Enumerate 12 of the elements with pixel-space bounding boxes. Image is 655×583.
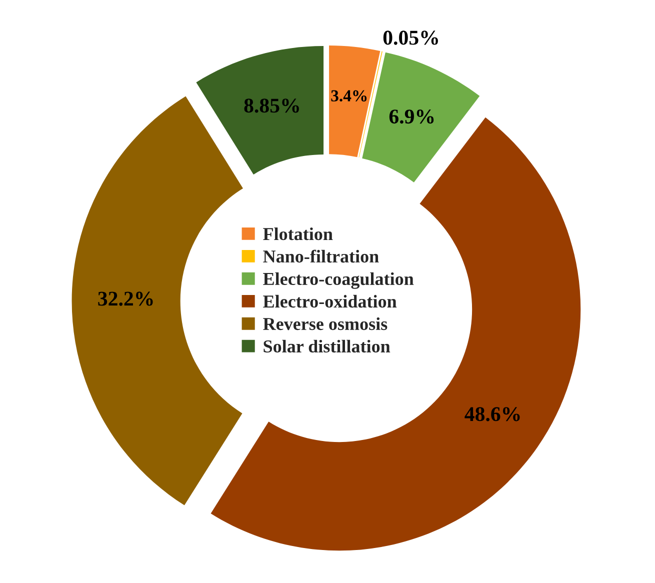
- legend-label: Solar distillation: [264, 340, 390, 353]
- data-label: 3.4%: [331, 90, 367, 102]
- data-label: 8.85%: [244, 98, 299, 113]
- legend-label: Electro-coagulation: [263, 272, 414, 289]
- data-label: 32.2%: [98, 292, 153, 306]
- legend-label: Flotation: [263, 227, 333, 240]
- legend-label: Electro-oxidation: [263, 294, 397, 308]
- legend-label: Nano-filtration: [263, 250, 379, 263]
- data-label: 6.9%: [389, 110, 434, 124]
- legend-label: Reverse osmosis: [263, 317, 388, 330]
- data-label: 0.05%: [383, 30, 438, 45]
- data-label: 48.6%: [464, 407, 520, 422]
